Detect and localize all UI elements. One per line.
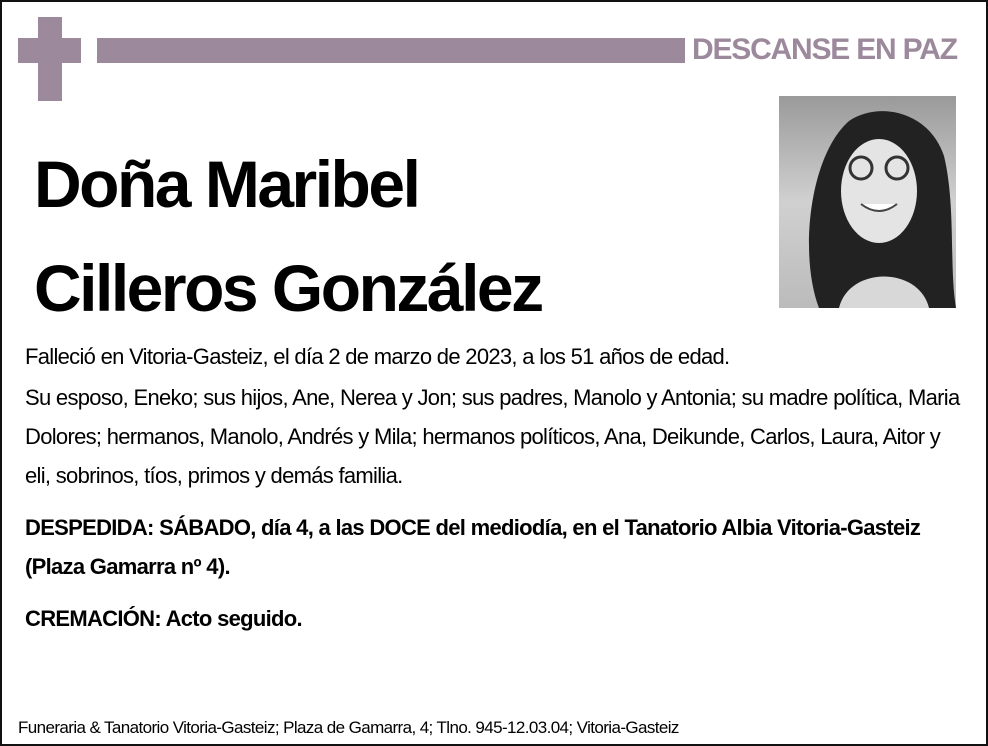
- obituary-body: Falleció en Vitoria-Gasteiz, el día 2 de…: [25, 337, 965, 651]
- death-notice: Falleció en Vitoria-Gasteiz, el día 2 de…: [25, 344, 730, 369]
- name-line-2: Cilleros González: [34, 251, 544, 325]
- family-list: Su esposo, Eneko; sus hijos, Ane, Nerea …: [25, 385, 960, 488]
- deceased-name: Doña Maribel Cilleros González: [34, 132, 544, 340]
- cross-icon-arm: [18, 38, 81, 63]
- name-line-1: Doña Maribel: [34, 147, 421, 221]
- funeral-home-footer: Funeraria & Tanatorio Vitoria-Gasteiz; P…: [18, 718, 679, 737]
- farewell-details: DESPEDIDA: SÁBADO, día 4, a las DOCE del…: [25, 515, 921, 579]
- cremation-details: CREMACIÓN: Acto seguido.: [25, 606, 303, 631]
- header-bar: [97, 38, 685, 63]
- header-label: DESCANSE EN PAZ: [692, 33, 958, 66]
- portrait-photo: [779, 96, 956, 308]
